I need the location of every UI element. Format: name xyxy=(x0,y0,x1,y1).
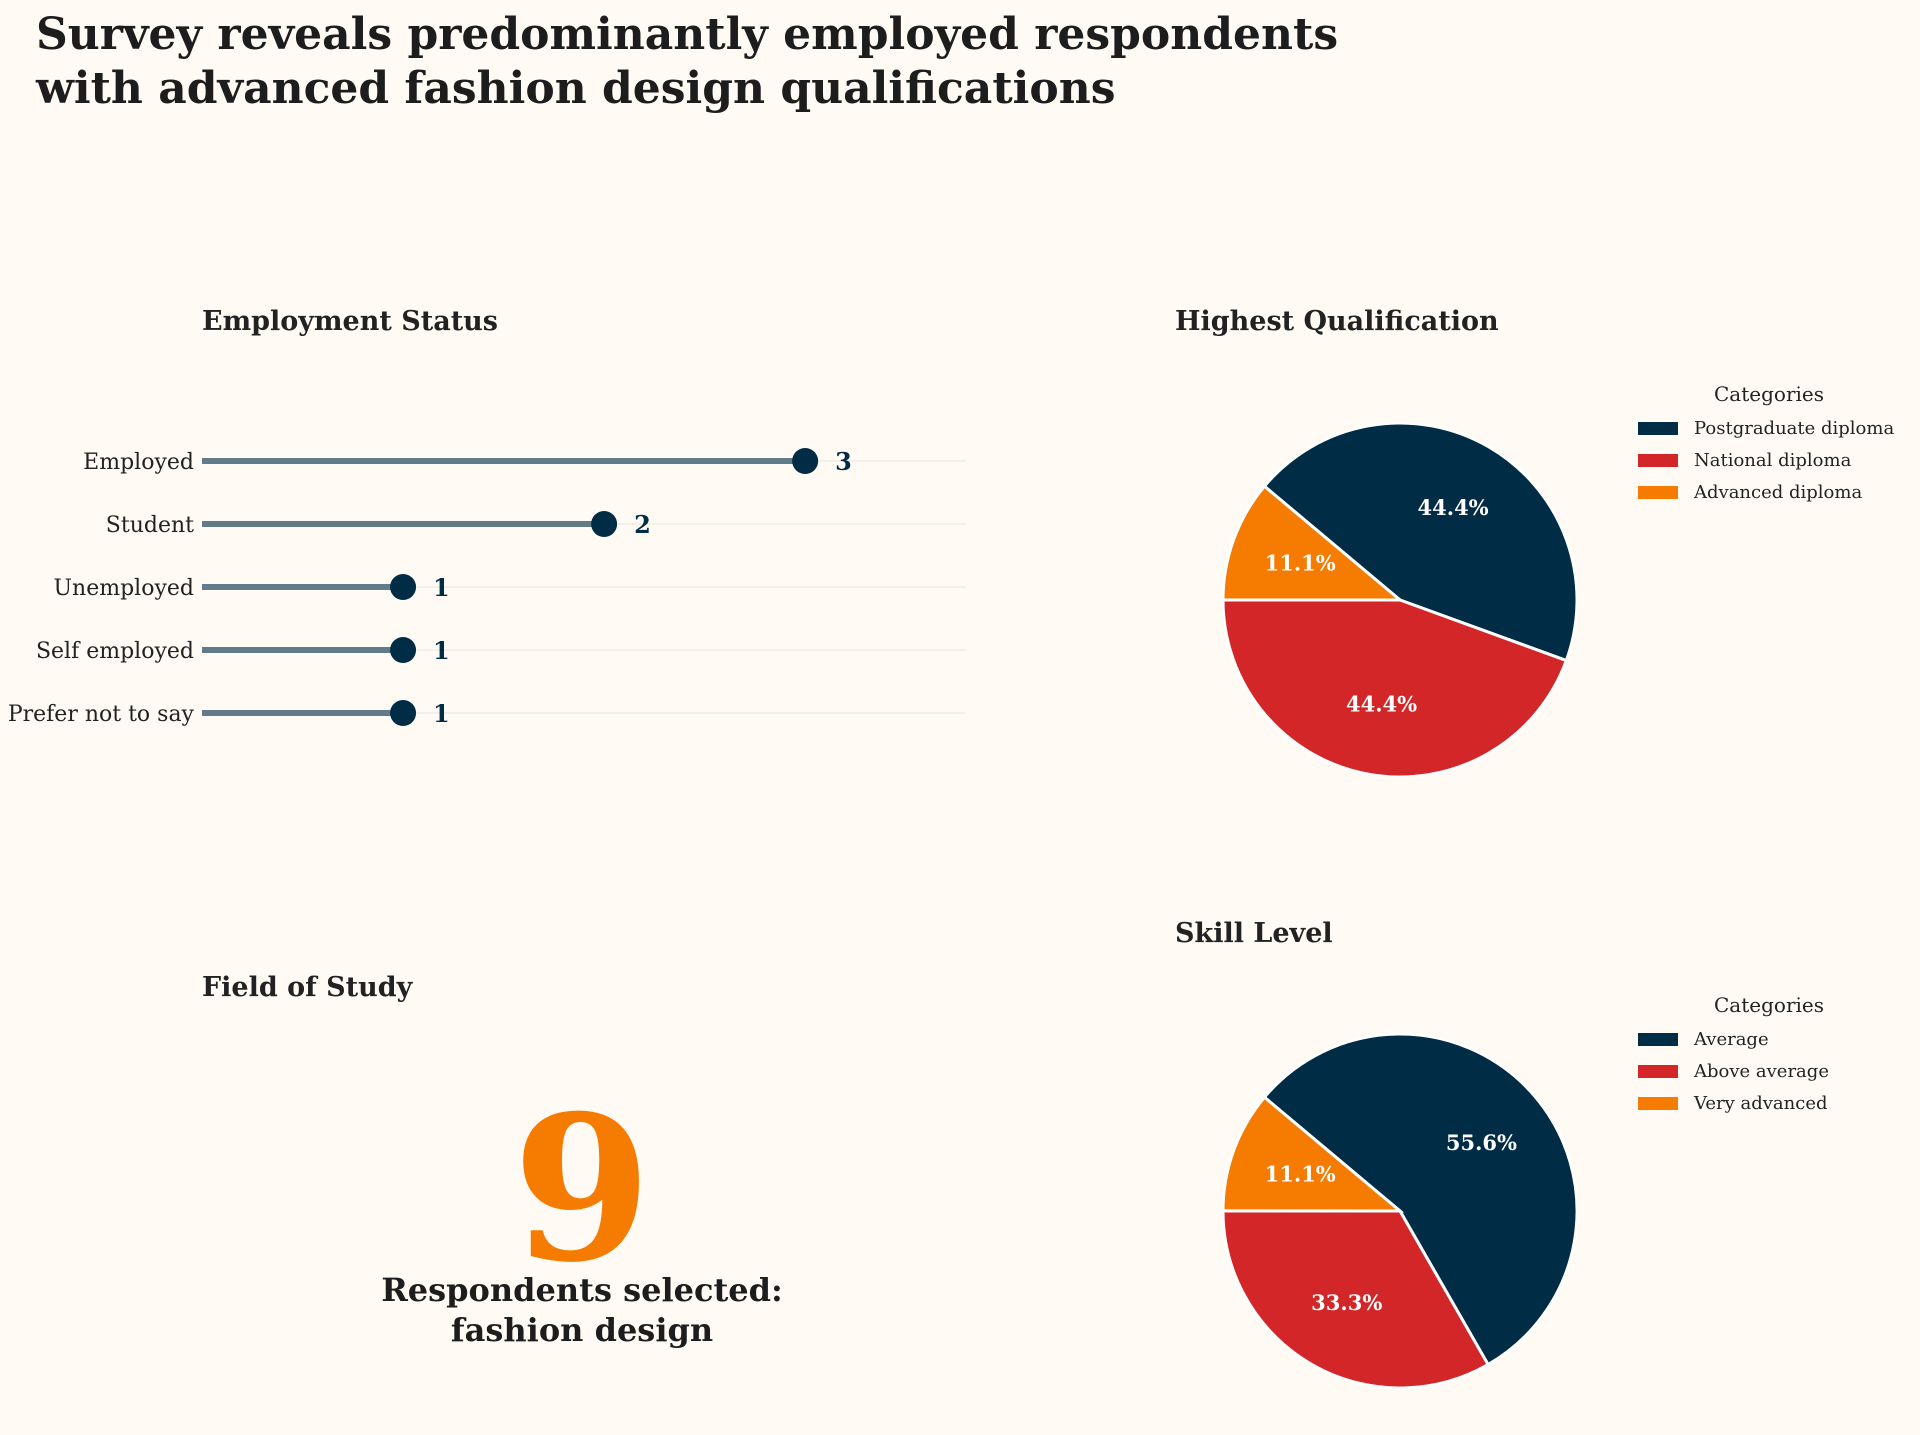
legend-swatch xyxy=(1638,453,1678,467)
category-label: Employed xyxy=(83,450,194,475)
pie-slice xyxy=(1221,1095,1405,1213)
lollipop-dot xyxy=(591,511,618,537)
legend-label: Very advanced xyxy=(1694,1092,1828,1114)
main-title: Survey reveals predominantly employed re… xyxy=(36,9,1339,114)
legend-label: Above average xyxy=(1694,1060,1829,1082)
value-label: 3 xyxy=(835,447,852,476)
pie-slice xyxy=(1221,1209,1491,1390)
pie-slice xyxy=(1221,598,1569,779)
skill-level-legend: Categories Average Above average Very ad… xyxy=(1638,993,1900,1119)
legend-swatch xyxy=(1638,421,1678,435)
legend-swatch xyxy=(1638,1064,1678,1078)
employment-lollipop-chart: Employed 3 Student 2 Unemployed 1 Self employe… xyxy=(8,447,966,728)
legend-label: Advanced diploma xyxy=(1694,481,1863,503)
legend-label: Postgraduate diploma xyxy=(1694,417,1895,439)
field-of-study-caption: Respondents selected: fashion design xyxy=(381,1271,783,1349)
pie-slice xyxy=(1221,484,1405,602)
pie-slice xyxy=(1262,421,1579,663)
pie-value-label: 44.4% xyxy=(1418,495,1489,520)
legend-label: Average xyxy=(1694,1028,1769,1050)
legend-item: Postgraduate diploma xyxy=(1638,412,1900,444)
category-label: Student xyxy=(106,513,194,538)
legend-item: National diploma xyxy=(1638,444,1900,476)
pie-value-label: 33.3% xyxy=(1311,1290,1382,1315)
lollipop-dot xyxy=(792,448,819,474)
legend-item: Advanced diploma xyxy=(1638,476,1900,508)
legend-swatch xyxy=(1638,485,1678,499)
legend-title: Categories xyxy=(1714,382,1824,406)
legend-swatch xyxy=(1638,1032,1678,1046)
pie-value-label: 44.4% xyxy=(1346,692,1417,717)
legend-item: Average xyxy=(1638,1023,1900,1055)
pie-value-label: 55.6% xyxy=(1446,1130,1517,1155)
lollipop-dot xyxy=(390,574,417,600)
value-label: 2 xyxy=(634,510,651,539)
skill-level-title: Skill Level xyxy=(1175,918,1333,949)
category-label: Self employed xyxy=(36,639,194,664)
skill-level-pie: 55.6% 33.3% 11.1% xyxy=(1221,1032,1579,1390)
category-label: Unemployed xyxy=(54,576,195,601)
legend-item: Very advanced xyxy=(1638,1087,1900,1119)
pie-value-label: 11.1% xyxy=(1265,1162,1336,1187)
highest-qualification-legend: Categories Postgraduate diploma National… xyxy=(1638,382,1900,508)
field-of-study-title: Field of Study xyxy=(202,972,413,1003)
lollipop-dot xyxy=(390,700,417,726)
respondent-count: 9 xyxy=(512,1072,652,1307)
legend-swatch xyxy=(1638,1096,1678,1110)
pie-value-label: 11.1% xyxy=(1265,551,1336,576)
pie-slice xyxy=(1262,1032,1579,1367)
highest-qualification-pie: 44.4% 44.4% 11.1% xyxy=(1221,421,1579,779)
value-label: 1 xyxy=(433,699,450,728)
lollipop-dot xyxy=(390,637,417,663)
value-label: 1 xyxy=(433,636,450,665)
value-label: 1 xyxy=(433,573,450,602)
category-label: Prefer not to say xyxy=(8,702,195,727)
legend-label: National diploma xyxy=(1694,449,1852,471)
legend-title: Categories xyxy=(1714,993,1824,1017)
highest-qualification-title: Highest Qualification xyxy=(1175,306,1499,337)
employment-status-title: Employment Status xyxy=(202,306,498,337)
legend-item: Above average xyxy=(1638,1055,1900,1087)
